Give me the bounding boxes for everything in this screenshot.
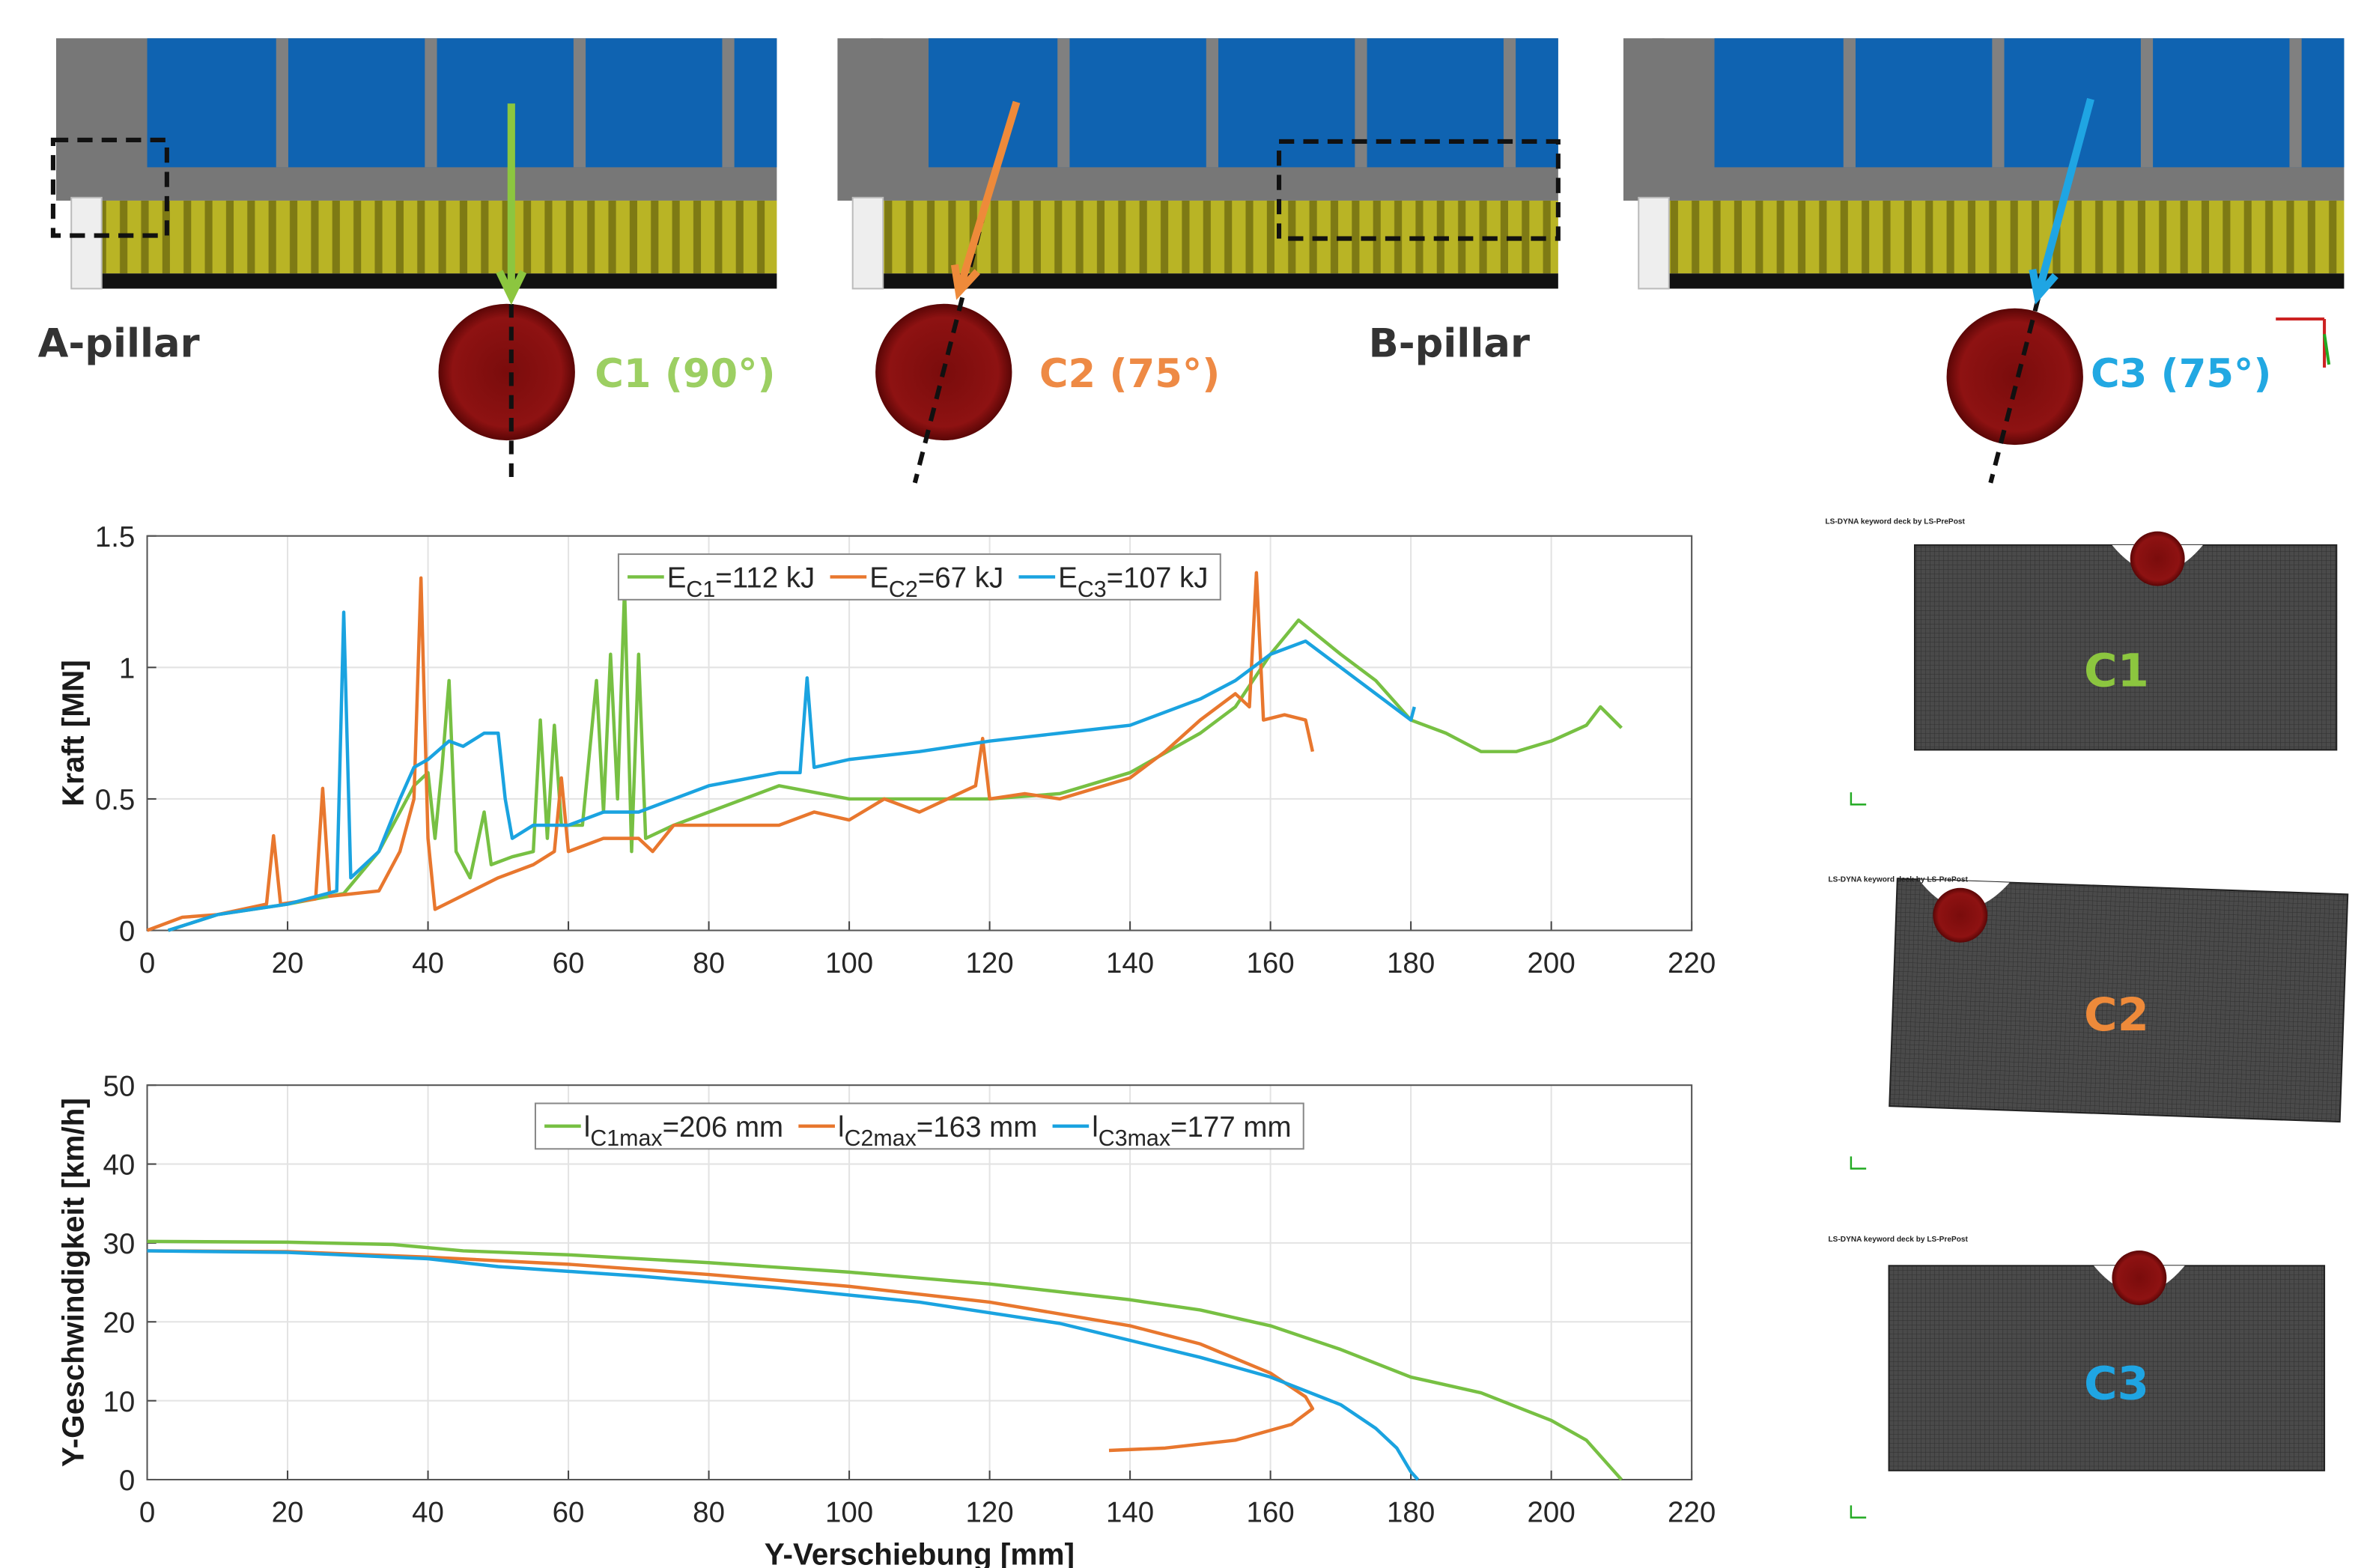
window: [929, 38, 1558, 167]
rocker: [883, 273, 1558, 288]
x-tick-label: 220: [1668, 947, 1716, 979]
y-tick-label: 30: [103, 1228, 136, 1260]
mini-triad: [1851, 792, 1866, 804]
scene-label: C2 (75°): [1039, 351, 1220, 397]
frame-bar: [1992, 38, 2004, 167]
figure: A-pillar B-pillar C1 (90°) C2 (75°) C3 (…: [0, 0, 2379, 1568]
frame-bar: [425, 38, 437, 167]
x-tick-label: 120: [965, 947, 1013, 979]
triad: [2276, 319, 2324, 368]
x-tick-label: 40: [412, 947, 444, 979]
x-tick-label: 180: [1387, 947, 1435, 979]
x-tick-label: 160: [1247, 1497, 1295, 1529]
x-tick-label: 0: [139, 1497, 155, 1529]
sim-label: C2: [2084, 989, 2149, 1042]
x-tick-label: 80: [693, 1497, 725, 1529]
x-tick-label: 220: [1668, 1497, 1716, 1529]
window: [1715, 38, 2345, 167]
y-tick-label: 0: [119, 916, 135, 948]
scene-label: A-pillar: [38, 321, 200, 367]
frame-bar: [1355, 38, 1367, 167]
sim-label: C1: [2084, 645, 2149, 697]
x-axis-label: Y-Verschiebung [mm]: [765, 1537, 1075, 1568]
page: {"chart_data": [ {"type": "line", "ylabe…: [0, 0, 2379, 1568]
frame-bar: [722, 38, 734, 167]
x-tick-label: 20: [272, 1497, 304, 1529]
y-axis-label: Y-Geschwindigkeit [km/h]: [55, 1098, 90, 1467]
mini-triad: [1851, 1505, 1866, 1517]
frame-bar: [276, 38, 288, 167]
x-tick-label: 200: [1528, 947, 1576, 979]
impactor: [2130, 532, 2185, 586]
corrugation: [1669, 201, 2345, 273]
y-tick-label: 20: [103, 1307, 136, 1339]
frame-bar: [1504, 38, 1516, 167]
x-tick-label: 100: [825, 947, 873, 979]
pillar-mesh: [71, 198, 102, 289]
y-tick-label: 40: [103, 1149, 136, 1182]
x-tick-label: 0: [139, 947, 155, 979]
impactor: [2112, 1251, 2166, 1305]
impactor: [439, 304, 575, 440]
x-tick-label: 60: [553, 1497, 585, 1529]
scene-label: C3 (75°): [2091, 351, 2271, 397]
corrugation: [102, 201, 777, 273]
x-tick-label: 200: [1528, 1497, 1576, 1529]
impactor: [1947, 309, 2083, 445]
frame-bar: [1844, 38, 1856, 167]
x-tick-label: 160: [1247, 947, 1295, 979]
sim-label: C3: [2084, 1358, 2149, 1411]
frame-bar: [1057, 38, 1069, 167]
x-tick-label: 80: [693, 947, 725, 979]
x-tick-label: 140: [1106, 947, 1154, 979]
frame-bar: [574, 38, 586, 167]
x-tick-label: 180: [1387, 1497, 1435, 1529]
sim-header: LS-DYNA keyword deck by LS-PrePost: [1829, 1236, 1969, 1244]
scene-label: B-pillar: [1369, 321, 1530, 367]
x-tick-label: 60: [553, 947, 585, 979]
sim-header: LS-DYNA keyword deck by LS-PrePost: [1829, 876, 1969, 884]
y-tick-label: 1: [119, 653, 135, 685]
frame-bar: [2141, 38, 2153, 167]
y-axis-label: Kraft [MN]: [55, 660, 90, 806]
y-tick-label: 1.5: [95, 521, 136, 553]
sim-header: LS-DYNA keyword deck by LS-PrePost: [1825, 518, 1965, 526]
y-tick-label: 0.5: [95, 784, 136, 816]
window: [148, 38, 777, 167]
pillar-mesh: [853, 198, 884, 289]
mini-triad: [1851, 1156, 1866, 1168]
frame-bar: [1206, 38, 1218, 167]
x-tick-label: 100: [825, 1497, 873, 1529]
y-tick-label: 0: [119, 1465, 135, 1497]
x-tick-label: 20: [272, 947, 304, 979]
impactor: [1933, 888, 1987, 943]
x-tick-label: 120: [965, 1497, 1013, 1529]
rocker: [102, 273, 777, 288]
pillar-mesh: [1638, 198, 1669, 289]
y-tick-label: 50: [103, 1070, 136, 1102]
rocker: [1669, 273, 2345, 288]
x-tick-label: 40: [412, 1497, 444, 1529]
scene-label: C1 (90°): [595, 351, 775, 397]
y-tick-label: 10: [103, 1386, 136, 1418]
x-tick-label: 140: [1106, 1497, 1154, 1529]
frame-bar: [2289, 38, 2301, 167]
